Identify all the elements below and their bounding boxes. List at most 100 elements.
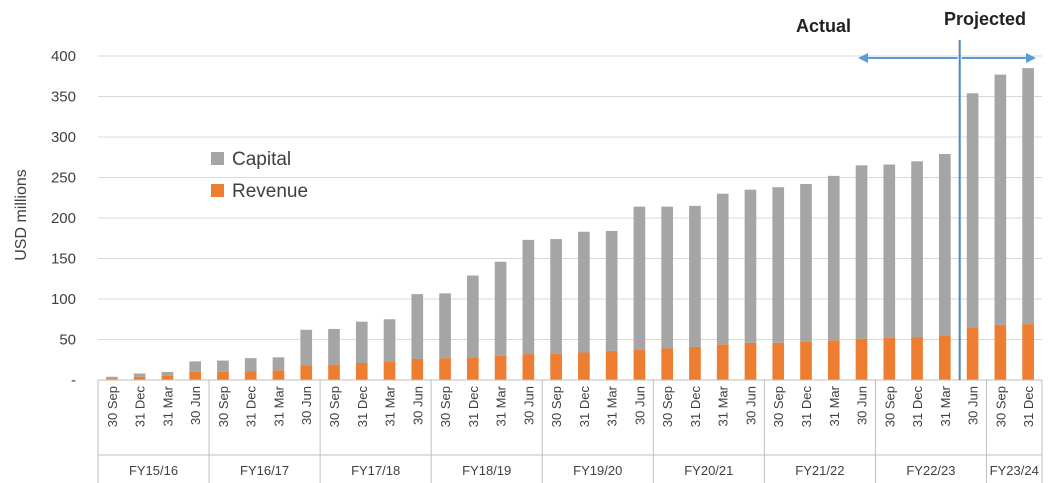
bar-capital [827,175,840,341]
x-tick-label: 30 Jun [966,386,981,425]
bar-revenue [217,371,229,380]
bar-revenue [550,353,562,380]
x-tick-label: 31 Dec [355,386,370,428]
group-label: FY22/23 [906,463,955,478]
x-tick-label: 30 Jun [188,386,203,425]
annotations: Actual Projected [796,9,1036,380]
bar-revenue [106,378,118,380]
bar-capital [355,321,368,363]
actual-arrowhead [858,53,868,63]
x-axis: 30 Sep 31 Dec 31 Mar 30 Jun 30 Sep 31 Dec 31 M… [97,379,1043,483]
x-tick-label: 31 Dec [799,386,814,428]
x-tick-label: 30 Sep [216,386,231,427]
x-tick-label: 31 Mar [605,385,620,426]
bar-revenue [633,349,646,380]
bar-revenue [189,371,202,380]
y-tick-label: 400 [51,48,76,65]
bar-revenue [494,355,507,380]
bar-capital [217,360,229,372]
projected-arrowhead [1026,53,1036,63]
x-tick-label: 31 Mar [383,385,398,426]
x-tick-label: 30 Sep [327,386,342,427]
bar-capital [494,261,507,356]
x-tick-label: 30 Jun [855,386,870,425]
x-tick-label: 30 Sep [771,386,786,427]
group-label: FY17/18 [351,463,400,478]
bar-capital [605,230,618,351]
bar-capital [938,154,951,336]
bar-capital [466,275,479,358]
x-tick-label: 30 Sep [882,386,897,427]
legend-label-capital: Capital [232,149,291,170]
x-tick-label: 30 Sep [105,386,120,427]
x-tick-label: 31 Dec [910,386,925,428]
group-label: FY20/21 [684,463,733,478]
bar-revenue [355,362,368,380]
bar-capital [966,93,979,328]
bar-revenue [439,358,451,380]
x-tick-label: 31 Mar [716,385,731,426]
bar-capital [133,373,146,377]
bar-capital [106,376,118,379]
bar-revenue [300,365,313,380]
bar-capital [272,357,285,371]
bar-revenue [661,348,674,380]
bar-revenue [161,375,174,380]
y-tick-label: 100 [51,291,76,308]
legend-swatch-capital [211,152,224,165]
x-tick-label: 30 Sep [549,386,564,427]
bar-capital [661,206,674,349]
x-tick-label: 31 Mar [494,385,509,426]
x-tick-label: 31 Mar [827,385,842,426]
bar-capital [772,187,785,343]
group-label: FY18/19 [462,463,511,478]
legend-label-revenue: Revenue [232,181,308,202]
x-tick-label: 31 Mar [938,385,953,426]
x-tick-label: 30 Jun [743,386,758,425]
bar-revenue [383,361,396,380]
bar-capital [855,165,868,339]
bar-revenue [744,342,757,380]
x-tick-label: 30 Jun [632,386,647,425]
y-tick-label: 150 [51,251,76,268]
bar-revenue [855,338,868,380]
bar-capital [300,329,313,366]
bar-capital [744,189,757,343]
bar-revenue [772,342,785,380]
y-tick-label: 300 [51,129,76,146]
bar-revenue [272,370,285,380]
bar-revenue [578,352,590,380]
bar-capital [883,164,896,338]
projected-label: Projected [944,9,1026,29]
bar-revenue [966,327,979,380]
x-tick-label: 31 Mar [271,385,286,426]
bar-capital [189,361,202,372]
group-label: FY15/16 [129,463,178,478]
bar-capital [328,328,340,365]
bar-revenue [938,335,951,380]
y-tick-label: 200 [51,210,76,227]
y-axis-label: USD millions [13,169,30,261]
bars [106,68,1034,380]
bar-revenue [911,337,923,380]
bar-revenue [466,357,479,380]
x-tick-label: 31 Dec [688,386,703,428]
bar-capital [550,239,562,354]
bar-capital [578,231,590,353]
bar-capital [439,293,451,359]
bar-revenue [1022,324,1034,380]
group-label: FY16/17 [240,463,289,478]
bar-capital [522,239,535,355]
bar-revenue [328,364,340,380]
bar-revenue [133,376,146,380]
legend-swatch-revenue [211,184,224,197]
y-tick-label: 350 [51,89,76,106]
x-tick-label: 30 Sep [438,386,453,427]
x-tick-label: 31 Dec [133,386,148,428]
actual-label: Actual [796,16,851,36]
bar-capital [994,74,1007,325]
bar-revenue [994,324,1007,380]
bar-capital [800,183,812,342]
bar-capital [689,205,701,347]
